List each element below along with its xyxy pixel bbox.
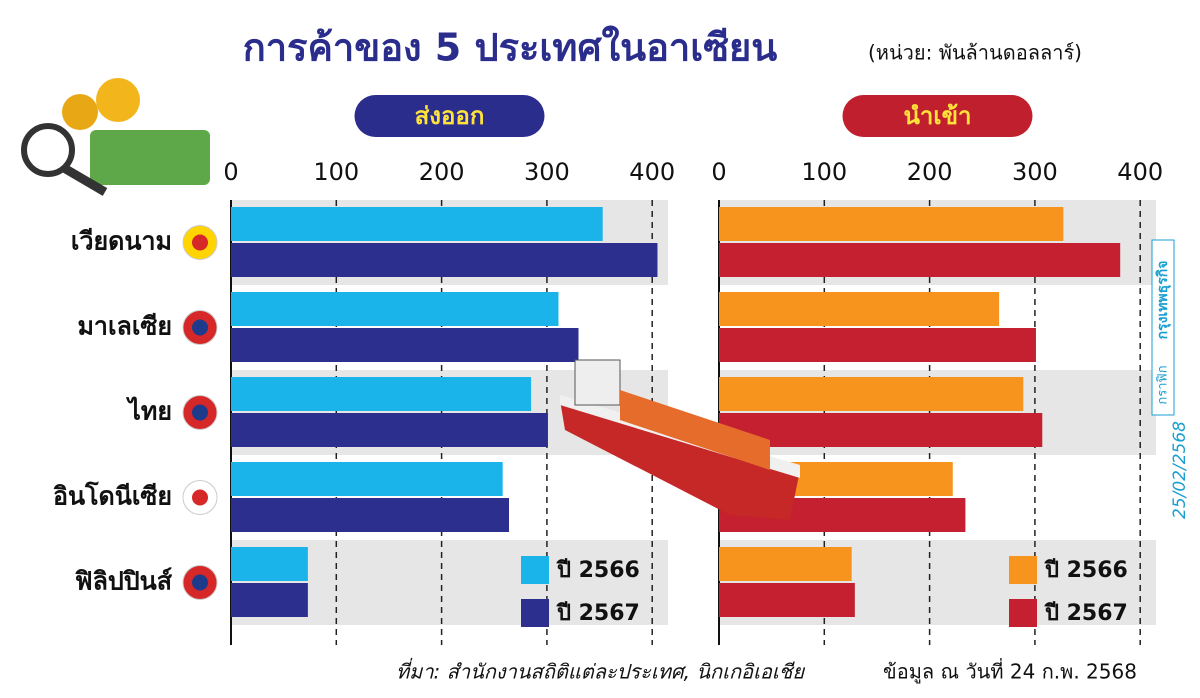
source: ที่มา: สำนักงานสถิติแต่ละประเทศ, นิกเกอิ…	[396, 658, 805, 684]
flag-inner	[192, 234, 208, 251]
x-tick-label: 0	[223, 158, 238, 186]
bar	[719, 292, 1000, 326]
bar	[719, 207, 1064, 241]
category-label: ฟิลิปปินส์	[75, 567, 173, 596]
bar	[719, 377, 1024, 411]
credit-section: กราฟิก	[1156, 365, 1171, 404]
bar	[231, 243, 658, 277]
bar	[719, 583, 855, 617]
bar	[231, 413, 548, 447]
bar	[231, 547, 308, 581]
bar	[719, 413, 1043, 447]
money-icon	[21, 78, 210, 196]
x-tick-label: 0	[711, 158, 726, 186]
bar	[719, 243, 1121, 277]
bar	[231, 498, 509, 532]
x-tick-label: 300	[1012, 158, 1058, 186]
note: ข้อมูล ณ วันที่ 24 ก.พ. 2568	[883, 658, 1137, 685]
bar	[719, 547, 852, 581]
legend-swatch	[1009, 556, 1037, 584]
bar	[231, 462, 503, 496]
x-tick-label: 400	[1117, 158, 1163, 186]
bar	[231, 207, 603, 241]
flag-inner	[192, 404, 208, 421]
credit-box	[1151, 239, 1175, 416]
x-tick-label: 200	[907, 158, 953, 186]
x-tick-label: 100	[801, 158, 847, 186]
bar	[231, 292, 559, 326]
panel-title-bg	[354, 95, 545, 137]
ship-icon	[560, 359, 800, 520]
legend-label: ปี 2567	[1044, 601, 1128, 626]
flag-inner	[192, 489, 208, 506]
panel-title: นำเข้า	[904, 102, 972, 130]
title: การค้าของ 5 ประเทศในอาเซียน	[243, 26, 778, 70]
panel-title: ส่งออก	[415, 102, 485, 130]
legend-swatch	[521, 599, 549, 627]
flag-inner	[192, 574, 208, 591]
x-tick-label: 100	[313, 158, 359, 186]
credit-date: 25/02/2568	[1170, 421, 1190, 519]
panel-title-bg	[842, 95, 1033, 137]
bar	[719, 328, 1036, 362]
category-label: เวียดนาม	[71, 227, 172, 256]
unit: (หน่วย: พันล้านดอลลาร์)	[868, 41, 1082, 65]
bar	[231, 377, 532, 411]
x-tick-label: 300	[524, 158, 570, 186]
legend-swatch	[521, 556, 549, 584]
bar	[231, 583, 308, 617]
x-tick-label: 200	[419, 158, 465, 186]
credit-publisher: กรุงเทพธุรกิจ	[1155, 261, 1171, 340]
category-label: อินโดนีเซีย	[53, 481, 172, 511]
legend-swatch	[1009, 599, 1037, 627]
category-label: ไทย	[125, 396, 172, 426]
flag-inner	[192, 319, 208, 336]
x-tick-label: 400	[629, 158, 675, 186]
legend-label: ปี 2566	[1044, 558, 1128, 583]
bar	[231, 328, 579, 362]
legend-label: ปี 2567	[556, 601, 640, 626]
category-label: มาเลเซีย	[77, 312, 172, 341]
legend-label: ปี 2566	[556, 558, 640, 583]
